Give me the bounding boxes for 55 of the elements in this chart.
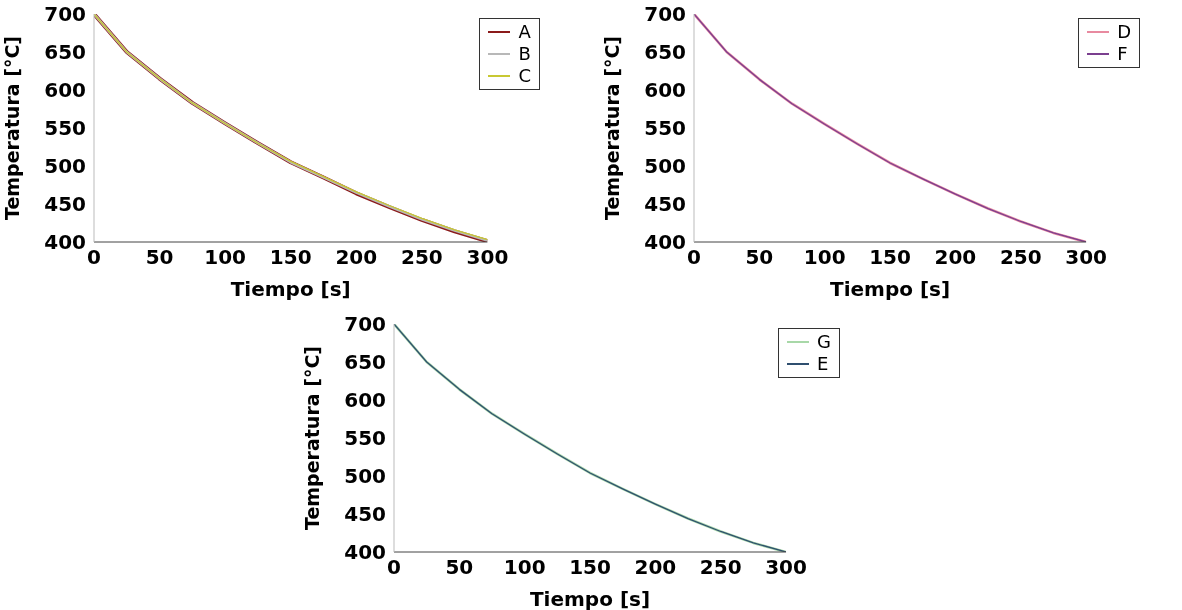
y-tick-label: 650 — [344, 350, 386, 375]
x-tick-label: 100 — [803, 245, 846, 270]
x-tick-label: 50 — [745, 245, 774, 270]
y-tick-label: 600 — [44, 78, 86, 103]
legend-label: A — [518, 21, 531, 43]
y-tick-label: 450 — [44, 192, 86, 217]
x-tick-label: 0 — [687, 245, 701, 270]
x-tick-label: 100 — [204, 245, 247, 270]
y-tick-label: 500 — [644, 154, 686, 179]
x-tick-label: 0 — [87, 245, 101, 270]
legend-label: E — [817, 353, 829, 375]
x-tick-label: 150 — [569, 555, 611, 580]
y-tick-label: 700 — [644, 2, 686, 27]
x-tick-label: 0 — [387, 555, 401, 580]
x-tick-label: 150 — [269, 245, 312, 270]
legend-label: C — [518, 65, 531, 87]
y-tick-label: 550 — [44, 116, 86, 141]
x-tick-label: 250 — [999, 245, 1042, 270]
y-tick-label: 700 — [44, 2, 86, 27]
y-tick-label: 400 — [344, 540, 386, 565]
y-tick-label: 450 — [344, 502, 386, 527]
x-axis-title: Tiempo [s] — [529, 587, 651, 610]
y-tick-label: 600 — [344, 388, 386, 413]
x-tick-label: 300 — [765, 555, 807, 580]
legend-label: B — [518, 43, 531, 65]
y-tick-label: 400 — [644, 230, 686, 255]
y-tick-label: 400 — [44, 230, 86, 255]
y-tick-label: 650 — [44, 40, 86, 65]
y-axis-title: Temperatura [°C] — [600, 35, 623, 221]
x-tick-label: 250 — [699, 555, 742, 580]
y-tick-label: 650 — [644, 40, 686, 65]
x-tick-label: 50 — [145, 245, 174, 270]
y-axis-title: Temperatura [°C] — [0, 35, 23, 221]
y-tick-label: 600 — [644, 78, 686, 103]
x-tick-label: 250 — [400, 245, 443, 270]
legend-label: F — [1117, 43, 1128, 65]
y-axis-title: Temperatura [°C] — [300, 345, 323, 531]
x-tick-label: 200 — [634, 555, 677, 580]
x-axis-title: Tiempo [s] — [830, 277, 951, 301]
legend-label: D — [1117, 21, 1131, 43]
x-axis-title: Tiempo [s] — [230, 277, 351, 301]
y-tick-label: 500 — [44, 154, 86, 179]
y-tick-label: 700 — [344, 312, 386, 337]
x-tick-label: 100 — [503, 555, 546, 580]
x-tick-label: 200 — [934, 245, 977, 270]
y-tick-label: 550 — [344, 426, 386, 451]
x-tick-label: 200 — [335, 245, 378, 270]
x-tick-label: 300 — [466, 245, 509, 270]
x-tick-label: 150 — [869, 245, 911, 270]
legend-label: G — [817, 331, 831, 353]
x-tick-label: 300 — [1065, 245, 1107, 270]
x-tick-label: 50 — [445, 555, 474, 580]
y-tick-label: 550 — [644, 116, 686, 141]
y-tick-label: 500 — [344, 464, 386, 489]
y-tick-label: 450 — [644, 192, 686, 217]
